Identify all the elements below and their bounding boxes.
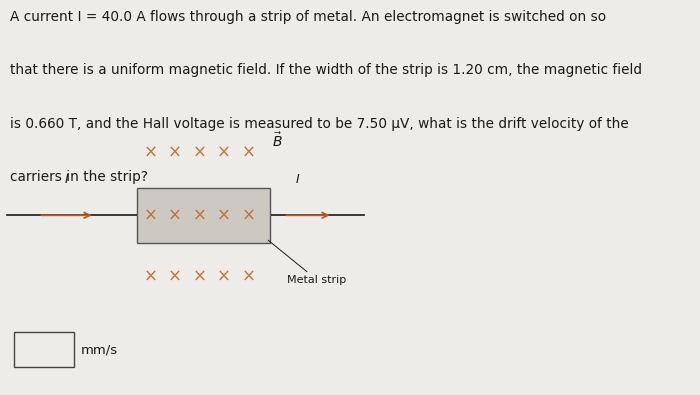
- Text: ×: ×: [193, 206, 206, 224]
- Bar: [14, 332, 74, 367]
- Text: ×: ×: [217, 143, 231, 161]
- Text: ×: ×: [217, 206, 231, 224]
- Text: I: I: [295, 173, 300, 186]
- Text: ×: ×: [144, 143, 158, 161]
- Bar: [136, 188, 270, 243]
- Text: that there is a uniform magnetic field. If the width of the strip is 1.20 cm, th: that there is a uniform magnetic field. …: [10, 63, 642, 77]
- Text: ×: ×: [217, 267, 231, 286]
- Text: I: I: [64, 173, 69, 186]
- Text: ×: ×: [168, 206, 182, 224]
- Text: ×: ×: [241, 267, 255, 286]
- Text: ×: ×: [144, 206, 158, 224]
- Text: Metal strip: Metal strip: [268, 240, 346, 284]
- Text: ×: ×: [241, 143, 255, 161]
- Text: ×: ×: [168, 143, 182, 161]
- Text: ×: ×: [193, 267, 206, 286]
- Text: ×: ×: [144, 267, 158, 286]
- Text: ×: ×: [241, 206, 255, 224]
- Text: $\vec{B}$: $\vec{B}$: [272, 131, 282, 150]
- Text: is 0.660 T, and the Hall voltage is measured to be 7.50 μV, what is the drift ve: is 0.660 T, and the Hall voltage is meas…: [10, 117, 629, 130]
- Text: ×: ×: [168, 267, 182, 286]
- Text: carriers in the strip?: carriers in the strip?: [10, 170, 148, 184]
- Text: A current I = 40.0 A flows through a strip of metal. An electromagnet is switche: A current I = 40.0 A flows through a str…: [10, 10, 606, 24]
- Text: mm/s: mm/s: [80, 343, 118, 356]
- Text: ×: ×: [193, 143, 206, 161]
